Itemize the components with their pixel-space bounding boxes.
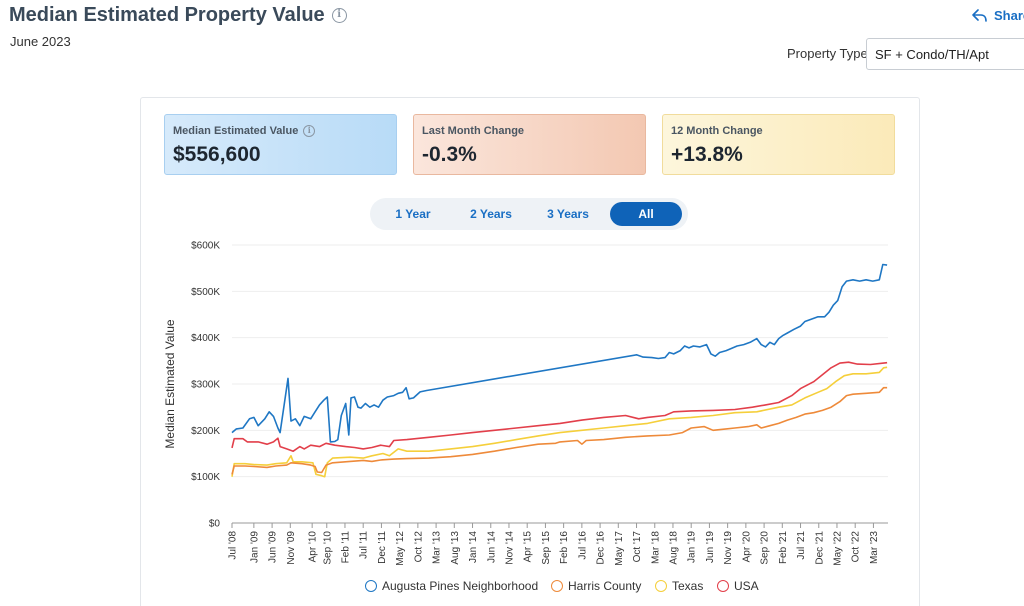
x-tick-label: Oct '22 xyxy=(851,531,862,563)
info-icon[interactable]: i xyxy=(303,125,316,137)
x-tick-label: May '17 xyxy=(614,531,625,566)
x-tick-label: Jul '21 xyxy=(796,531,807,560)
x-tick-label: Aug '18 xyxy=(668,531,679,565)
y-tick-label: $400K xyxy=(191,333,220,344)
x-tick-label: Jan '09 xyxy=(249,531,260,563)
x-tick-label: May '22 xyxy=(832,531,843,566)
stat-label-text: Median Estimated Value xyxy=(173,125,299,137)
stat-last-month: Last Month Change -0.3% xyxy=(413,114,646,175)
stat-median-value: Median Estimated Value i $556,600 xyxy=(164,114,397,175)
x-tick-label: Mar '23 xyxy=(869,531,880,564)
x-tick-label: Jul '11 xyxy=(359,531,370,559)
legend-label: Harris County xyxy=(568,579,642,593)
property-type-select[interactable]: SF + Condo/TH/Apt xyxy=(866,38,1024,70)
legend-item-texas[interactable]: Texas xyxy=(655,579,703,593)
legend-label: Augusta Pines Neighborhood xyxy=(382,579,539,593)
share-label: Share xyxy=(994,8,1024,23)
x-tick-label: Jun '19 xyxy=(705,531,716,563)
tab-2-years[interactable]: 2 Years xyxy=(470,207,512,221)
property-type-label: Property Type xyxy=(787,46,868,61)
x-tick-label: Jun '09 xyxy=(268,531,279,563)
x-tick-label: Dec '16 xyxy=(596,531,607,565)
legend-item-augusta[interactable]: Augusta Pines Neighborhood xyxy=(365,579,538,593)
x-tick-label: Apr '10 xyxy=(308,531,319,563)
legend-item-harris[interactable]: Harris County xyxy=(551,579,641,593)
stat-label: Median Estimated Value i xyxy=(173,125,388,137)
series-line-augusta-pines-neighborhood xyxy=(231,263,888,443)
x-tick-label: Apr '20 xyxy=(741,531,752,563)
y-tick-label: $100K xyxy=(191,472,220,483)
share-button[interactable]: Share xyxy=(972,8,1024,23)
x-tick-label: Feb '16 xyxy=(559,531,570,564)
x-tick-label: Jan '19 xyxy=(687,531,698,563)
x-tick-label: Jul '08 xyxy=(228,531,239,560)
x-tick-label: Jul '16 xyxy=(577,531,588,560)
legend-marker xyxy=(365,580,377,592)
x-tick-label: Dec '11 xyxy=(377,531,388,564)
tab-1-year[interactable]: 1 Year xyxy=(395,207,431,221)
x-tick-label: Nov '09 xyxy=(286,531,297,565)
legend-marker xyxy=(655,580,667,592)
x-tick-label: Mar '13 xyxy=(432,531,443,564)
y-tick-label: $0 xyxy=(209,519,221,530)
info-icon[interactable]: i xyxy=(331,8,347,23)
x-tick-label: Sep '15 xyxy=(541,531,552,565)
y-tick-label: $500K xyxy=(191,287,220,298)
page-subtitle: June 2023 xyxy=(10,34,71,49)
x-tick-label: Feb '11 xyxy=(340,531,351,564)
legend-label: Texas xyxy=(672,579,704,593)
x-tick-label: Nov '19 xyxy=(723,531,734,565)
series-line-harris-county xyxy=(231,386,888,475)
x-tick-label: Sep '10 xyxy=(322,531,333,565)
x-tick-label: Nov '14 xyxy=(504,531,515,565)
page-title: Median Estimated Property Value i xyxy=(9,4,347,27)
page-title-text: Median Estimated Property Value xyxy=(9,4,325,26)
y-tick-label: $200K xyxy=(191,426,220,437)
tab-all[interactable]: All xyxy=(610,202,682,226)
x-tick-label: Aug '13 xyxy=(450,531,461,565)
y-axis-label: Median Estimated Value xyxy=(163,319,177,449)
x-tick-label: Dec '21 xyxy=(814,531,825,565)
legend-marker xyxy=(717,580,729,592)
x-tick-label: Oct '12 xyxy=(413,531,424,563)
x-tick-label: Oct '17 xyxy=(632,531,643,563)
y-tick-label: $600K xyxy=(191,241,220,252)
x-tick-label: Apr '15 xyxy=(523,531,534,563)
legend-item-usa[interactable]: USA xyxy=(717,579,759,593)
stat-12-month: 12 Month Change +13.8% xyxy=(662,114,895,175)
y-tick-label: $300K xyxy=(191,380,220,391)
legend-label: USA xyxy=(734,579,759,593)
x-tick-label: May '12 xyxy=(395,531,406,566)
x-tick-label: Jan '14 xyxy=(468,531,479,563)
stat-value: -0.3% xyxy=(422,143,477,166)
stat-value: +13.8% xyxy=(671,143,743,166)
chart-panel xyxy=(140,97,920,606)
x-tick-label: Jun '14 xyxy=(486,531,497,563)
stat-label: Last Month Change xyxy=(422,125,525,137)
series-line-usa xyxy=(231,361,888,452)
x-tick-label: Sep '20 xyxy=(760,531,771,565)
x-tick-label: Mar '18 xyxy=(650,531,661,564)
legend-marker xyxy=(551,580,563,592)
chart-legend: Augusta Pines Neighborhood Harris County… xyxy=(0,579,1024,597)
range-tabs: 1 Year 2 Years 3 Years All xyxy=(370,198,688,230)
share-icon xyxy=(972,8,987,22)
tab-3-years[interactable]: 3 Years xyxy=(547,207,589,221)
x-tick-label: Feb '21 xyxy=(778,531,789,564)
stat-value: $556,600 xyxy=(173,143,261,166)
stat-label: 12 Month Change xyxy=(671,125,763,137)
series-line-texas xyxy=(231,366,888,478)
